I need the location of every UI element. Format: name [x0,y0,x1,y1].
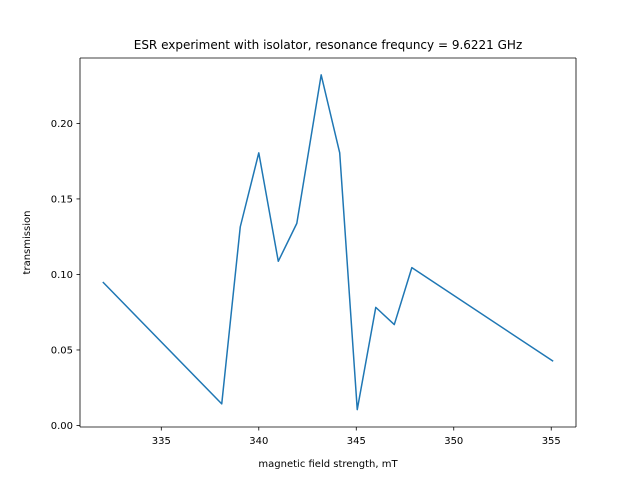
series-line-0 [102,74,554,411]
y-tick-label: 0.10 [51,270,73,281]
x-axis-label: magnetic field strength, mT [258,459,398,470]
axes-frame [79,57,577,428]
chart-title: ESR experiment with isolator, resonance … [134,38,523,52]
x-tick-label: 345 [347,436,366,447]
x-axis-ticks: 335 340 345 350 355 [152,427,561,447]
y-tick-label: 0.20 [51,119,73,130]
x-tick-label: 355 [542,436,561,447]
y-axis-label: transmission [22,211,33,275]
y-axis-ticks: 0.00 0.05 0.10 0.15 0.20 [51,119,80,432]
x-tick-label: 335 [152,436,171,447]
y-tick-label: 0.05 [51,345,73,356]
plot-area [80,58,576,427]
x-tick-label: 340 [249,436,268,447]
x-tick-label: 350 [444,436,463,447]
y-tick-label: 0.15 [51,194,73,205]
y-tick-label: 0.00 [51,421,73,432]
series-layer [102,74,554,411]
